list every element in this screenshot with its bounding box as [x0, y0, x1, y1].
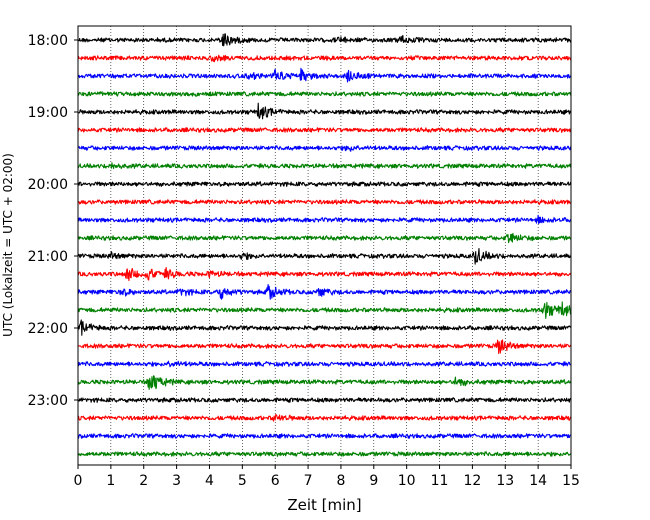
trace-2145 — [77, 301, 572, 319]
y-tick-label: 22:00 — [28, 321, 68, 337]
x-tick-label: 15 — [562, 473, 580, 489]
trace-2315 — [77, 413, 572, 422]
y-tick-label: 23:00 — [28, 393, 68, 409]
trace-2230 — [77, 360, 572, 368]
x-tick-label: 11 — [431, 473, 449, 489]
trace-1845 — [77, 91, 572, 97]
x-tick-label: 7 — [304, 473, 313, 489]
x-tick-label: 5 — [238, 473, 247, 489]
trace-1800 — [77, 33, 572, 47]
trace-2030 — [77, 214, 572, 225]
trace-2245 — [77, 375, 572, 390]
x-tick-label: 10 — [398, 473, 416, 489]
x-tick-label: 1 — [106, 473, 115, 489]
x-tick-label: 14 — [529, 473, 547, 489]
y-tick-label: 18:00 — [28, 33, 68, 49]
trace-1815 — [77, 54, 572, 63]
trace-1830 — [77, 67, 572, 83]
trace-1930 — [77, 145, 572, 152]
x-tick-label: 12 — [463, 473, 481, 489]
trace-1945 — [77, 162, 572, 170]
x-axis-ticks: 0 1 2 3 4 5 6 7 8 9 10 11 12 13 14 15 — [74, 465, 580, 489]
x-tick-label: 13 — [496, 473, 514, 489]
y-axis-ticks: 18:00 19:00 20:00 21:00 22:00 23:00 — [28, 33, 78, 409]
trace-1900 — [77, 102, 572, 120]
trace-1915 — [77, 127, 572, 133]
x-tick-label: 2 — [139, 473, 148, 489]
trace-2130 — [77, 284, 572, 300]
y-tick-label: 21:00 — [28, 249, 68, 265]
trace-2345 — [77, 451, 572, 457]
x-tick-label: 0 — [74, 473, 83, 489]
plot-frame — [77, 25, 572, 466]
x-tick-label: 9 — [369, 473, 378, 489]
y-axis-label: UTC (Lokalzeit = UTC + 02:00) — [1, 153, 15, 337]
y-tick-label: 19:00 — [28, 105, 68, 121]
trace-2100 — [77, 247, 572, 265]
trace-2200 — [77, 319, 572, 336]
x-axis-label: Zeit [min] — [287, 496, 361, 514]
grid-lines — [110, 26, 539, 465]
trace-2300 — [77, 397, 572, 403]
trace-2330 — [77, 433, 572, 439]
x-tick-label: 8 — [336, 473, 345, 489]
trace-2015 — [77, 199, 572, 205]
y-tick-label: 20:00 — [28, 177, 68, 193]
trace-2215 — [77, 339, 572, 355]
trace-2115 — [77, 267, 572, 282]
trace-group — [77, 33, 572, 457]
trace-2045 — [77, 232, 572, 244]
trace-2000 — [77, 181, 572, 187]
x-tick-label: 6 — [271, 473, 280, 489]
x-tick-label: 3 — [172, 473, 181, 489]
x-tick-label: 4 — [205, 473, 214, 489]
